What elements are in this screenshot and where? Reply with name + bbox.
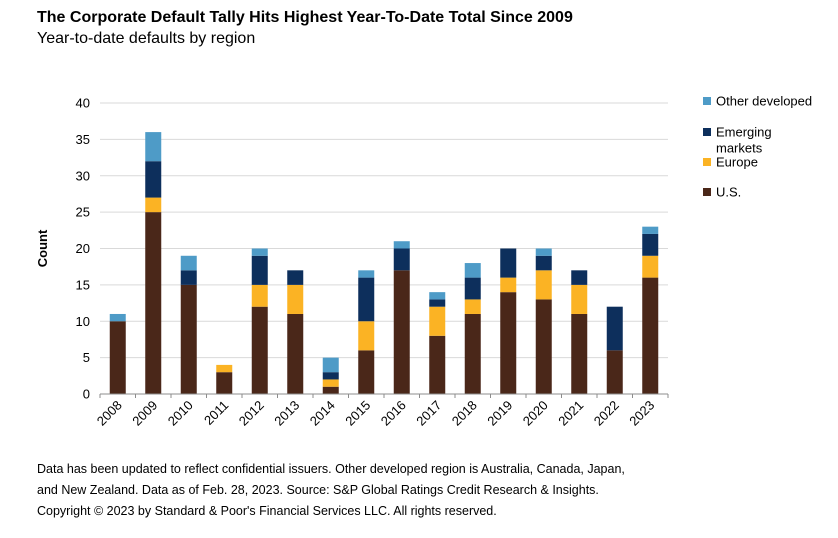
bar-2016-other-developed [393, 241, 410, 249]
x-tick-label-2009: 2009 [129, 398, 160, 429]
legend-swatch-u-s- [703, 188, 711, 196]
bar-2023-europe [642, 255, 659, 278]
x-tick-label-2020: 2020 [520, 398, 551, 429]
bar-2017-emerging-markets [429, 299, 446, 307]
bar-2016-u-s- [393, 270, 410, 394]
y-tick-label-5: 5 [83, 350, 90, 365]
bar-2017-europe [429, 306, 446, 336]
y-tick-label-0: 0 [83, 387, 90, 402]
bar-2016-emerging-markets [393, 248, 410, 271]
bar-2010-emerging-markets [180, 270, 197, 285]
y-tick-label-10: 10 [76, 314, 90, 329]
bar-2019-u-s- [500, 292, 517, 394]
bar-2018-emerging-markets [464, 277, 481, 300]
legend-label-europe: Europe [716, 155, 758, 170]
bar-2018-other-developed [464, 263, 481, 278]
x-tick-label-2008: 2008 [94, 398, 125, 429]
bar-2023-u-s- [642, 277, 659, 394]
bar-2009-u-s- [145, 212, 162, 394]
legend-swatch-other-developed [703, 97, 711, 105]
bar-2009-europe [145, 197, 162, 213]
bar-2020-emerging-markets [535, 255, 552, 271]
bar-2012-emerging-markets [251, 255, 268, 285]
legend-label-other-developed: Other developed [716, 94, 812, 109]
footnote-line-2: and New Zealand. Data as of Feb. 28, 202… [37, 483, 599, 497]
legend-swatch-emerging-markets [703, 128, 711, 136]
bar-2013-emerging-markets [287, 270, 304, 285]
footnote-line-3: Copyright © 2023 by Standard & Poor's Fi… [37, 504, 497, 518]
bar-2012-other-developed [251, 248, 268, 256]
bar-2019-europe [500, 277, 517, 293]
x-tick-label-2013: 2013 [271, 398, 302, 429]
footnote: Data has been updated to reflect confide… [37, 459, 687, 522]
bar-2020-europe [535, 270, 552, 300]
x-tick-label-2021: 2021 [555, 398, 586, 429]
bar-2011-u-s- [216, 372, 233, 394]
bar-2022-u-s- [606, 350, 623, 394]
x-tick-label-2022: 2022 [591, 398, 622, 429]
y-tick-label-40: 40 [76, 96, 90, 111]
x-tick-label-2016: 2016 [378, 398, 409, 429]
x-tick-label-2012: 2012 [236, 398, 267, 429]
x-tick-label-2011: 2011 [201, 398, 231, 428]
bar-2013-europe [287, 284, 304, 314]
bar-2015-emerging-markets [358, 277, 375, 322]
bar-2015-u-s- [358, 350, 375, 394]
y-tick-label-25: 25 [76, 205, 90, 220]
bar-2010-u-s- [180, 284, 197, 394]
bar-marks [109, 132, 659, 394]
x-tick-label-2019: 2019 [484, 398, 515, 429]
bar-2021-u-s- [571, 313, 588, 394]
chart-subtitle: Year-to-date defaults by region [37, 30, 256, 47]
y-axis-label: Count [35, 229, 50, 267]
bar-2008-other-developed [109, 313, 126, 322]
y-tick-label-20: 20 [76, 241, 90, 256]
bar-2017-u-s- [429, 335, 446, 394]
bar-2023-emerging-markets [642, 233, 659, 256]
bar-2018-u-s- [464, 313, 481, 394]
bar-2013-u-s- [287, 313, 304, 394]
chart-title: The Corporate Default Tally Hits Highest… [37, 9, 573, 26]
footnote-line-1: Data has been updated to reflect confide… [37, 462, 625, 476]
bar-2020-other-developed [535, 248, 552, 256]
bar-2014-emerging-markets [322, 372, 339, 380]
bar-2011-europe [216, 364, 233, 373]
bar-2023-other-developed [642, 226, 659, 234]
legend-label-u-s-: U.S. [716, 185, 741, 200]
x-tick-label-2010: 2010 [165, 398, 196, 429]
bar-2009-emerging-markets [145, 161, 162, 198]
bar-2018-europe [464, 299, 481, 314]
bar-2014-other-developed [322, 357, 339, 373]
bar-2020-u-s- [535, 299, 552, 394]
bar-2021-europe [571, 284, 588, 314]
bar-2012-europe [251, 284, 268, 307]
bar-2019-emerging-markets [500, 248, 517, 278]
bar-2014-europe [322, 379, 339, 387]
x-tick-label-2017: 2017 [413, 398, 444, 429]
bar-2021-emerging-markets [571, 270, 588, 285]
x-tick-label-2018: 2018 [449, 398, 480, 429]
bar-2010-other-developed [180, 255, 197, 271]
bar-2008-u-s- [109, 321, 126, 394]
x-tick-label-2023: 2023 [626, 398, 657, 429]
y-tick-label-35: 35 [76, 132, 90, 147]
bar-2015-europe [358, 321, 375, 351]
legend-label-emerging-markets: Emerging markets [716, 125, 772, 156]
bar-2017-other-developed [429, 292, 446, 300]
bar-2014-u-s- [322, 386, 339, 394]
x-tick-label-2015: 2015 [342, 398, 373, 429]
x-tick-label-2014: 2014 [307, 398, 338, 429]
y-tick-label-30: 30 [76, 168, 90, 183]
y-tick-label-15: 15 [76, 277, 90, 292]
bar-2022-emerging-markets [606, 306, 623, 351]
legend-swatch-europe [703, 158, 711, 166]
bar-2012-u-s- [251, 306, 268, 394]
bar-2009-other-developed [145, 132, 162, 162]
bar-2015-other-developed [358, 270, 375, 278]
